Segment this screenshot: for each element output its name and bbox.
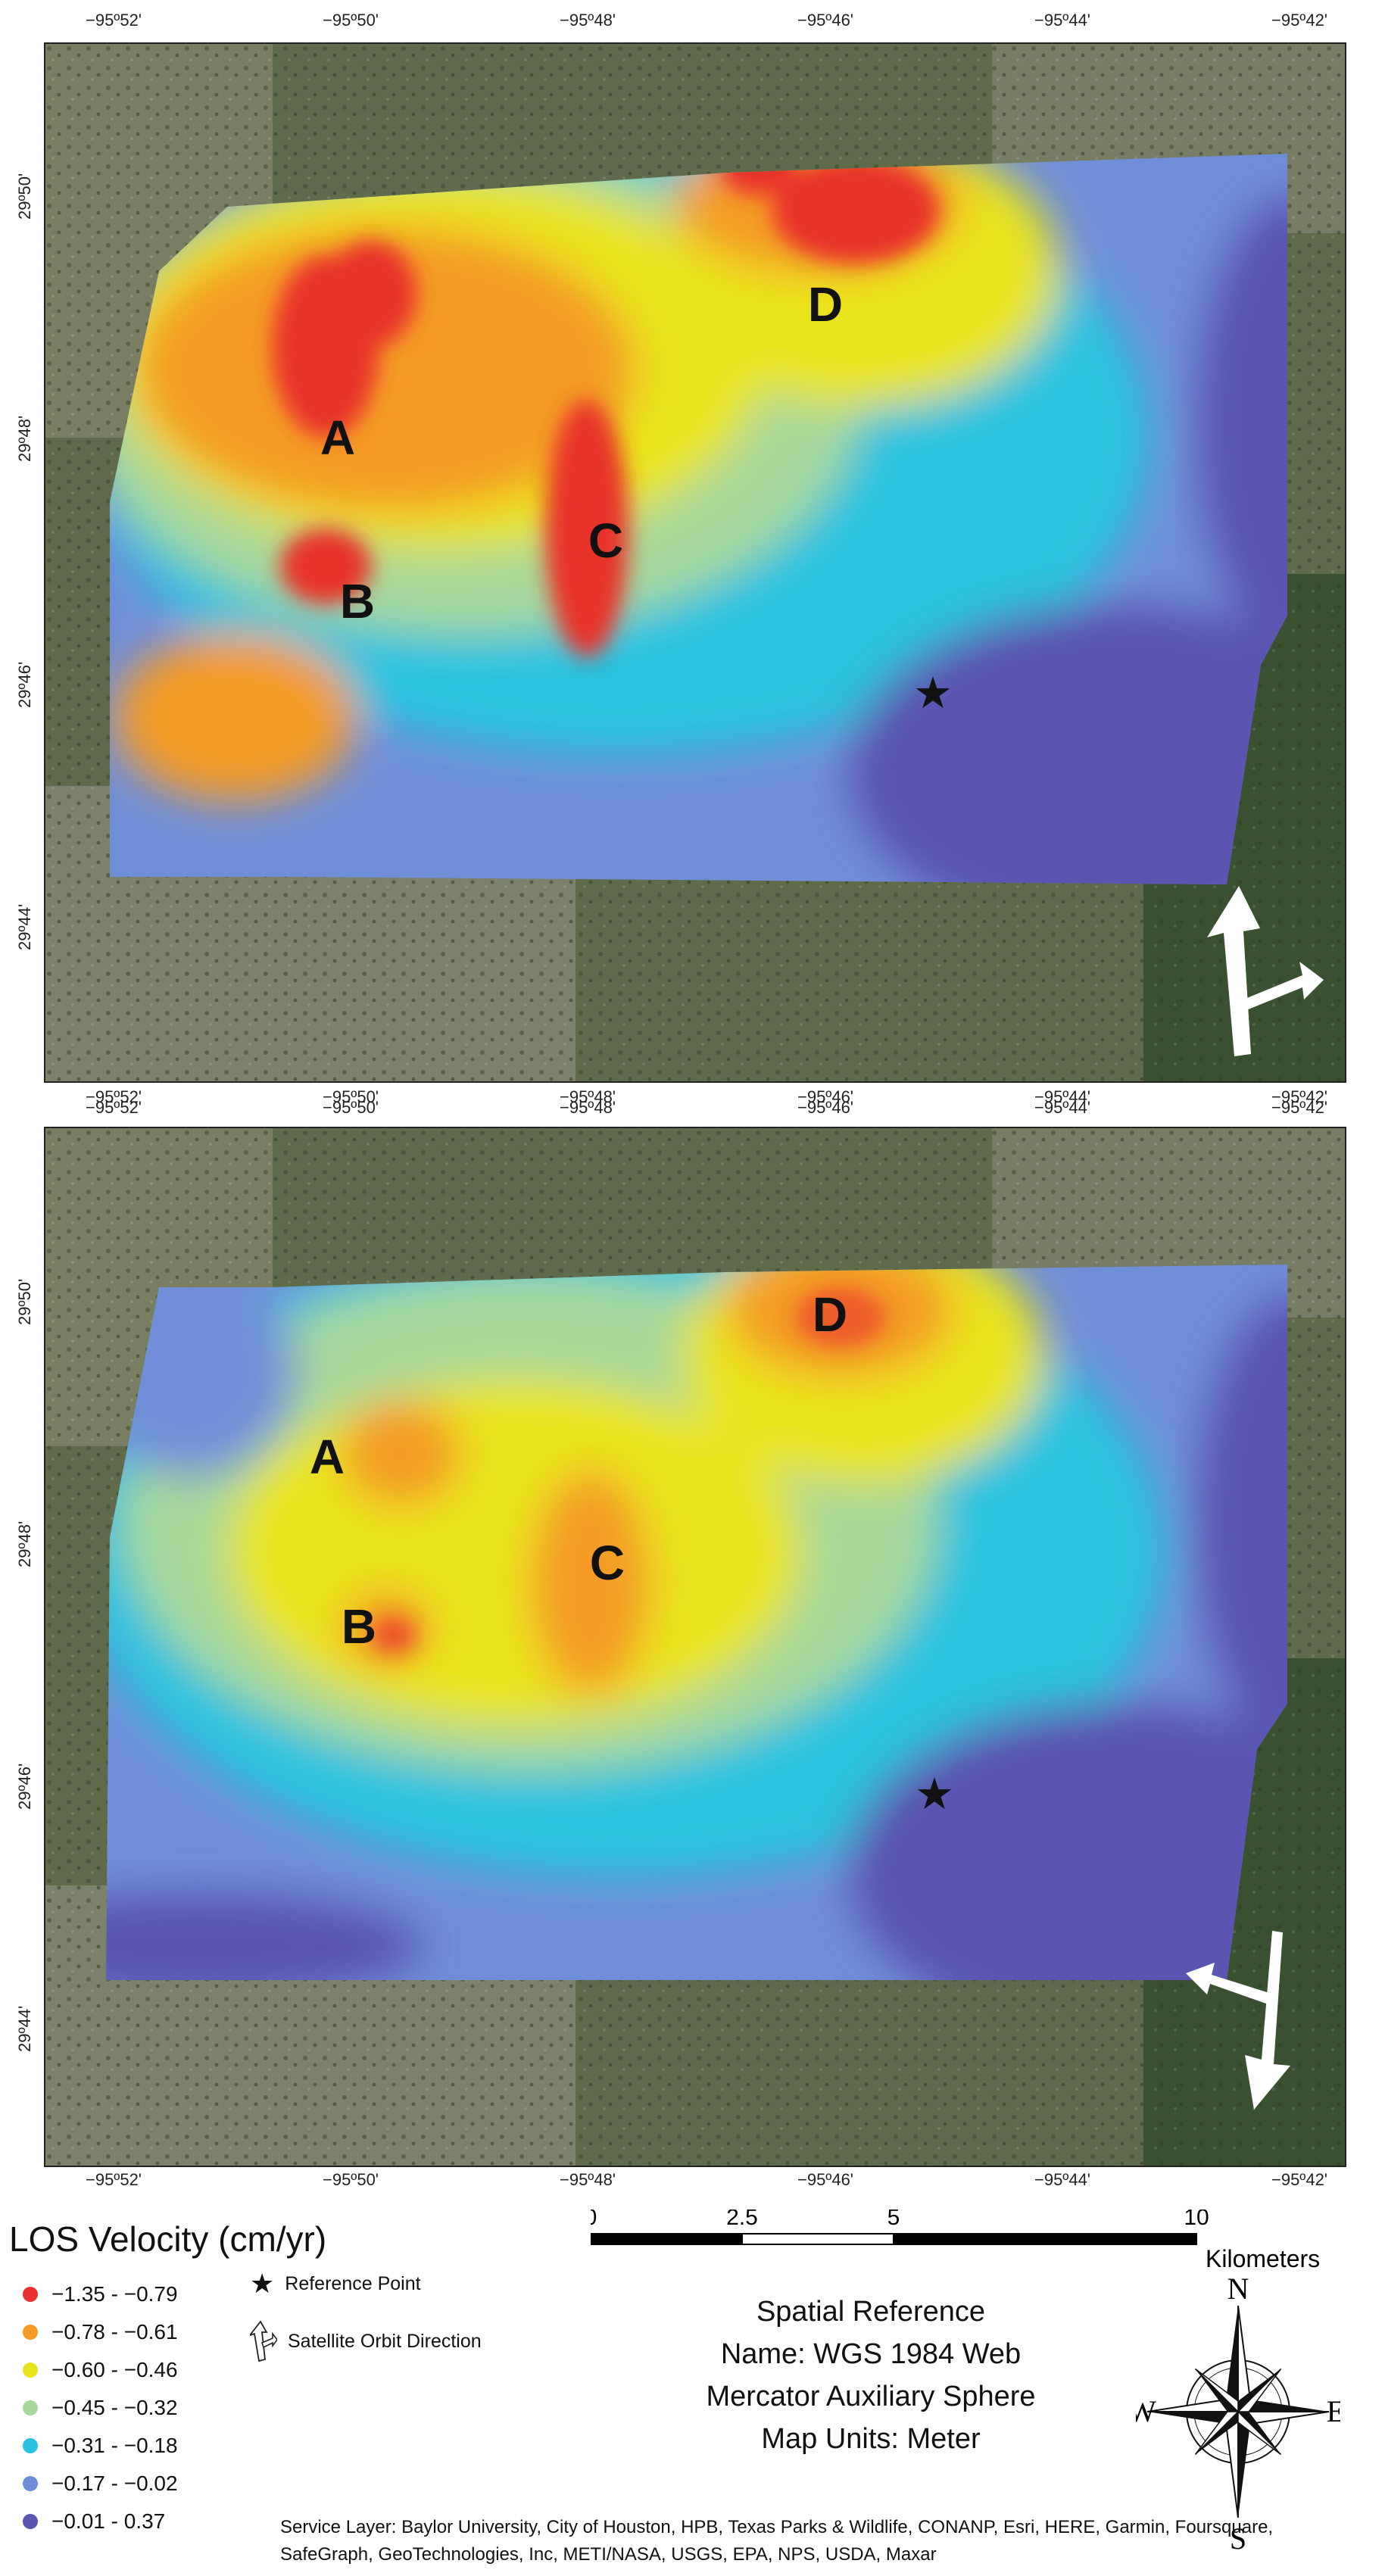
legend-swatch bbox=[23, 2514, 38, 2529]
legend-label: −0.78 - −0.61 bbox=[51, 2320, 178, 2344]
reference-point-star-icon: ★ bbox=[913, 669, 953, 718]
legend-swatch bbox=[23, 2438, 38, 2453]
lon-tick-top-1: −95º52' bbox=[85, 11, 142, 30]
lat-tick-top-3: 29º46' bbox=[15, 661, 34, 708]
legend-label: −0.01 - 0.37 bbox=[51, 2509, 166, 2533]
spatial-reference-name: Name: WGS 1984 Web bbox=[720, 2338, 1022, 2370]
lon-tick-bottom-4: −95º46' bbox=[797, 2170, 854, 2189]
legend-item: −0.78 - −0.61 bbox=[23, 2317, 178, 2347]
lat-tick-top-1: 29º50' bbox=[15, 173, 34, 220]
compass-e: E bbox=[1327, 2394, 1340, 2428]
lat-tick-bottom-3: 29º46' bbox=[15, 1763, 34, 1810]
compass-s: S bbox=[1230, 2521, 1246, 2552]
legend-item: −0.45 - −0.32 bbox=[23, 2393, 178, 2423]
scale-bar: 0 2.5 5 10 Kilometers bbox=[591, 2210, 1320, 2272]
lat-tick-top-4: 29º44' bbox=[15, 903, 34, 950]
legend-swatch bbox=[23, 2287, 38, 2302]
lon-tick-bottom-1: −95º52' bbox=[85, 1087, 142, 1106]
legend-reference-label: Reference Point bbox=[285, 2272, 421, 2294]
legend-item: −0.17 - −0.02 bbox=[23, 2468, 178, 2499]
legend-item: −0.60 - −0.46 bbox=[23, 2355, 178, 2385]
velocity-map-bottom bbox=[45, 1128, 1345, 2166]
spatial-reference-units: Map Units: Meter bbox=[761, 2423, 981, 2455]
site-label-d: D bbox=[812, 1287, 848, 1342]
spatial-reference: Spatial Reference Name: WGS 1984 Web Mer… bbox=[659, 2291, 1083, 2460]
site-label-d: D bbox=[807, 277, 844, 332]
lon-tick-bottom-1: −95º52' bbox=[85, 2170, 142, 2189]
legend-swatch bbox=[23, 2362, 38, 2378]
lon-tick-bottom-4: −95º46' bbox=[797, 1087, 854, 1106]
lon-tick-top-5: −95º44' bbox=[1034, 11, 1091, 30]
map-panel-bottom: A B C D ★ bbox=[44, 1127, 1346, 2167]
orbit-arrow-outline-icon bbox=[250, 2320, 277, 2362]
compass-n: N bbox=[1227, 2272, 1249, 2306]
velocity-map-top bbox=[45, 44, 1345, 1081]
lat-tick-top-2: 29º48' bbox=[15, 415, 34, 462]
lat-tick-bottom-2: 29º48' bbox=[15, 1520, 34, 1567]
lon-tick-top-5: −95º44' bbox=[1034, 1098, 1091, 1117]
legend-label: −0.17 - −0.02 bbox=[51, 2472, 178, 2495]
lon-tick-top-3: −95º48' bbox=[559, 1098, 616, 1117]
site-label-c: C bbox=[589, 1536, 625, 1590]
legend-orbit-direction: Satellite Orbit Direction bbox=[250, 2320, 482, 2362]
orbit-direction-arrow-icon bbox=[1186, 1931, 1290, 2110]
service-layer-credits: Service Layer: Baylor University, City o… bbox=[280, 2517, 1274, 2565]
scale-tick-0: 0 bbox=[591, 2210, 597, 2230]
star-icon: ★ bbox=[250, 2268, 275, 2299]
orbit-direction-arrow-icon bbox=[1207, 886, 1324, 1056]
scale-tick-10: 10 bbox=[1184, 2210, 1209, 2230]
legend-orbit-label: Satellite Orbit Direction bbox=[288, 2330, 482, 2352]
site-label-b: B bbox=[339, 574, 376, 628]
site-label-a: A bbox=[309, 1430, 345, 1484]
lon-tick-bottom-5: −95º44' bbox=[1034, 1087, 1091, 1106]
legend-swatch bbox=[23, 2476, 38, 2491]
legend-reference-point: ★ Reference Point bbox=[250, 2270, 421, 2297]
legend-title: LOS Velocity (cm/yr) bbox=[9, 2219, 327, 2259]
scale-unit: Kilometers bbox=[1206, 2245, 1320, 2272]
lon-tick-top-4: −95º46' bbox=[797, 11, 854, 30]
legend-swatch bbox=[23, 2400, 38, 2415]
spatial-reference-title: Spatial Reference bbox=[756, 2296, 986, 2328]
lon-tick-bottom-3: −95º48' bbox=[559, 1087, 616, 1106]
site-label-c: C bbox=[588, 513, 624, 568]
lat-tick-bottom-4: 29º44' bbox=[15, 2005, 34, 2052]
lon-tick-top-6: −95º42' bbox=[1271, 1098, 1328, 1117]
lon-tick-bottom-5: −95º44' bbox=[1034, 2170, 1091, 2189]
lon-tick-bottom-3: −95º48' bbox=[559, 2170, 616, 2189]
spatial-reference-projection: Mercator Auxiliary Sphere bbox=[706, 2381, 1036, 2412]
legend-item: −1.35 - −0.79 bbox=[23, 2279, 178, 2309]
legend-swatch bbox=[23, 2325, 38, 2340]
site-label-b: B bbox=[341, 1599, 377, 1654]
lon-tick-top-6: −95º42' bbox=[1271, 11, 1328, 30]
scale-tick-2.5: 2.5 bbox=[726, 2210, 758, 2230]
legend-item: −0.01 - 0.37 bbox=[23, 2506, 165, 2537]
lon-tick-top-1: −95º52' bbox=[85, 1098, 142, 1117]
legend-item: −0.31 - −0.18 bbox=[23, 2431, 178, 2461]
compass-w: W bbox=[1136, 2394, 1156, 2428]
legend-label: −1.35 - −0.79 bbox=[51, 2282, 178, 2306]
lon-tick-top-3: −95º48' bbox=[559, 11, 616, 30]
compass-rose-icon: N S E W bbox=[1136, 2272, 1340, 2552]
lon-tick-bottom-6: −95º42' bbox=[1271, 2170, 1328, 2189]
lon-tick-bottom-2: −95º50' bbox=[322, 2170, 379, 2189]
scale-tick-5: 5 bbox=[887, 2210, 900, 2230]
lon-tick-bottom-2: −95º50' bbox=[322, 1087, 379, 1106]
map-panel-top: A B C D ★ bbox=[44, 42, 1346, 1083]
site-label-a: A bbox=[320, 410, 356, 465]
lon-tick-top-2: −95º50' bbox=[322, 11, 379, 30]
lon-tick-bottom-6: −95º42' bbox=[1271, 1087, 1328, 1106]
lon-tick-top-2: −95º50' bbox=[322, 1098, 379, 1117]
reference-point-star-icon: ★ bbox=[915, 1770, 954, 1819]
legend-label: −0.60 - −0.46 bbox=[51, 2358, 178, 2381]
lat-tick-bottom-1: 29º50' bbox=[15, 1278, 34, 1325]
legend-label: −0.31 - −0.18 bbox=[51, 2434, 178, 2457]
legend-label: −0.45 - −0.32 bbox=[51, 2396, 178, 2419]
lon-tick-top-4: −95º46' bbox=[797, 1098, 854, 1117]
